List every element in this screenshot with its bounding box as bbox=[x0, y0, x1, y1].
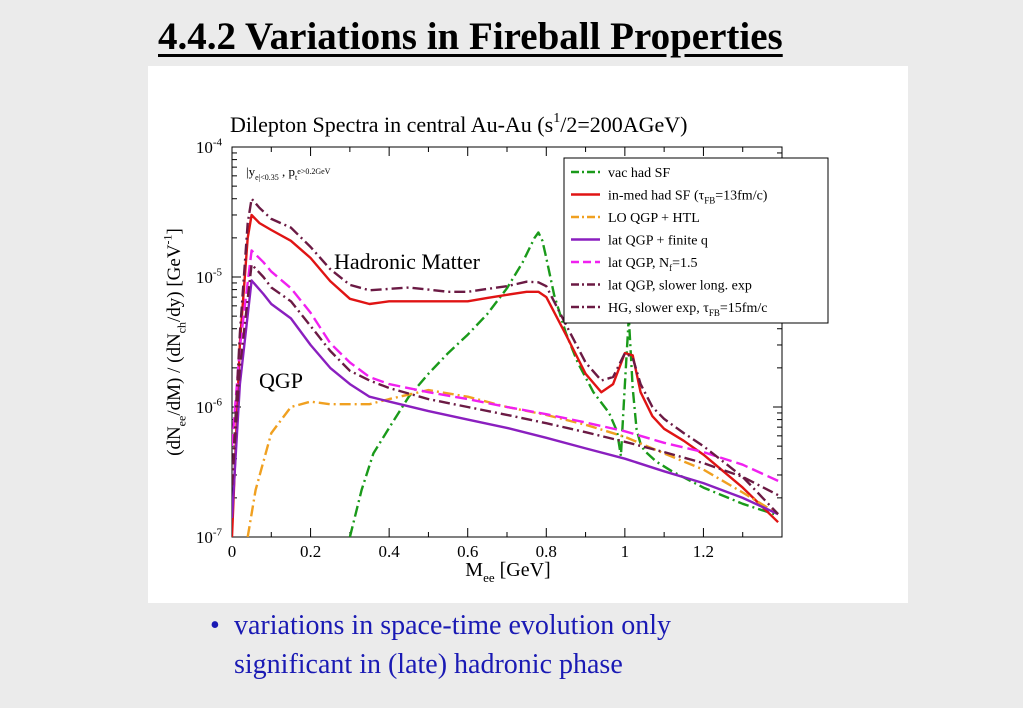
annotation-hadronic-matter: Hadronic Matter bbox=[334, 249, 481, 274]
legend-label: in-med had SF (τFB=13fm/c) bbox=[608, 189, 768, 206]
x-tick-label: 1.2 bbox=[693, 542, 714, 561]
x-tick-label: 0.4 bbox=[379, 542, 401, 561]
x-tick-label: 1 bbox=[621, 542, 630, 561]
dilepton-chart: Dilepton Spectra in central Au-Au (s1/2=… bbox=[160, 111, 829, 585]
legend-label: lat QGP + finite q bbox=[608, 234, 708, 249]
series-line-5 bbox=[232, 263, 779, 497]
cuts-label: |ye|<0.35 , pte>0.2GeV bbox=[246, 164, 331, 182]
chart-legend: vac had SF in-med had SF (τFB=13fm/c) LO Q… bbox=[563, 157, 829, 324]
slide-title: 4.4.2 Variations in Fireball Properties bbox=[158, 15, 783, 58]
y-tick-label: 10-5 bbox=[196, 266, 223, 287]
annotation-qgp: QGP bbox=[259, 368, 303, 393]
x-axis-label: Mee [GeV] bbox=[465, 559, 550, 585]
x-tick-label: 0 bbox=[228, 542, 237, 561]
series-line-6 bbox=[232, 197, 779, 515]
series-line-2 bbox=[246, 388, 779, 537]
x-tick-label: 0.6 bbox=[457, 542, 478, 561]
legend-label: LO QGP + HTL bbox=[608, 211, 700, 226]
series-layer bbox=[232, 197, 779, 537]
series-line-4 bbox=[232, 249, 779, 482]
legend-label: vac had SF bbox=[608, 166, 670, 181]
bullet-text: variations in space-time evolution only … bbox=[234, 610, 672, 680]
y-axis-label: (dNee/dM) / (dNch/dy) [GeV-1] bbox=[160, 228, 188, 456]
series-line-3 bbox=[232, 279, 779, 519]
axis-ticks: 0 0.2 0.4 0.6 0.8 1 1.2 10-7 10-6 10-5 10-4 bbox=[196, 136, 782, 561]
x-tick-label: 0.8 bbox=[536, 542, 557, 561]
y-tick-label: 10-6 bbox=[196, 396, 223, 417]
bullet-list: • variations in space-time evolution onl… bbox=[210, 606, 794, 684]
legend-label: lat QGP, slower long. exp bbox=[608, 279, 752, 294]
dilepton-chart-panel: Dilepton Spectra in central Au-Au (s1/2=… bbox=[148, 66, 908, 603]
y-tick-label: 10-7 bbox=[196, 526, 223, 547]
chart-title: Dilepton Spectra in central Au-Au (s1/2=… bbox=[230, 111, 687, 137]
y-tick-label: 10-4 bbox=[196, 136, 223, 157]
legend-box bbox=[563, 157, 829, 324]
bullet-item: • variations in space-time evolution onl… bbox=[210, 606, 794, 684]
series-line-1 bbox=[232, 213, 779, 537]
bullet-marker: • bbox=[210, 610, 220, 641]
legend-label: HG, slower exp, τFB=15fm/c bbox=[608, 301, 767, 318]
legend-label: lat QGP, Nf=1.5 bbox=[608, 256, 697, 273]
x-tick-label: 0.2 bbox=[300, 542, 321, 561]
